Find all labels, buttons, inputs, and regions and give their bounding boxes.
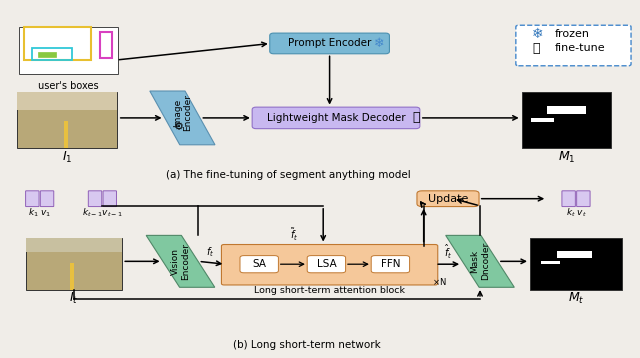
Text: LSA: LSA [317,259,336,269]
Text: ❄: ❄ [532,27,543,41]
FancyBboxPatch shape [577,191,590,207]
FancyBboxPatch shape [562,191,575,207]
Bar [70,263,74,290]
FancyBboxPatch shape [252,107,420,129]
Text: ⚙: ⚙ [174,122,184,132]
Bar [531,118,554,122]
Text: SA: SA [252,259,266,269]
FancyBboxPatch shape [417,191,479,207]
Text: $M_1$: $M_1$ [557,150,575,165]
Polygon shape [146,236,215,287]
Text: $\tilde{f}_t$: $\tilde{f}_t$ [290,226,299,243]
Text: (a) The fine-tuning of segment anything model: (a) The fine-tuning of segment anything … [166,170,410,180]
Text: $\times$N: $\times$N [432,276,447,286]
Text: Prompt Encoder: Prompt Encoder [288,38,371,48]
Text: Lightweight Mask Decoder: Lightweight Mask Decoder [267,113,405,123]
Text: 🔥: 🔥 [412,111,420,124]
Bar [530,238,622,290]
Text: frozen: frozen [555,29,590,39]
FancyBboxPatch shape [40,191,54,207]
FancyBboxPatch shape [516,25,631,66]
FancyBboxPatch shape [371,256,410,273]
Text: Image
Encoder: Image Encoder [173,95,192,131]
FancyBboxPatch shape [270,33,390,54]
Text: $M_t$: $M_t$ [568,291,584,306]
Bar [26,238,122,252]
FancyBboxPatch shape [26,191,39,207]
Bar [19,27,118,74]
Bar [64,121,68,148]
Bar [547,106,586,114]
Text: ❄: ❄ [374,37,385,50]
Text: $I_1$: $I_1$ [62,150,72,165]
Bar [541,261,560,264]
Bar [100,32,112,58]
Text: FFN: FFN [381,259,400,269]
Text: (b) Long short-term network: (b) Long short-term network [234,340,381,350]
FancyBboxPatch shape [240,256,278,273]
Text: $I_t$: $I_t$ [69,291,78,306]
Bar [32,48,72,60]
Bar [24,27,91,60]
Text: $f_t$: $f_t$ [206,245,214,259]
FancyBboxPatch shape [103,191,116,207]
Text: Mask
Dncoder: Mask Dncoder [470,242,490,280]
Text: $k_1\ v_1$: $k_1\ v_1$ [28,207,51,219]
Text: Long short-term attention block: Long short-term attention block [254,286,405,295]
Bar [26,238,122,290]
Text: Vision
Encoder: Vision Encoder [171,243,190,280]
Bar [17,92,117,148]
Text: fine-tune: fine-tune [555,43,605,53]
Text: Update: Update [428,194,468,204]
Text: $k_t\ v_t$: $k_t\ v_t$ [566,207,586,219]
Bar [17,92,117,110]
Text: user's boxes: user's boxes [38,81,99,91]
Polygon shape [150,91,215,145]
Polygon shape [445,236,515,287]
FancyBboxPatch shape [221,245,438,285]
Bar [522,92,611,148]
Bar [38,52,56,57]
FancyBboxPatch shape [307,256,346,273]
Text: $k_{t-1}v_{t-1}$: $k_{t-1}v_{t-1}$ [82,207,123,219]
Text: $\hat{f}_t$: $\hat{f}_t$ [444,243,452,261]
FancyBboxPatch shape [88,191,102,207]
Bar [557,251,592,258]
Text: 🔥: 🔥 [532,42,540,55]
